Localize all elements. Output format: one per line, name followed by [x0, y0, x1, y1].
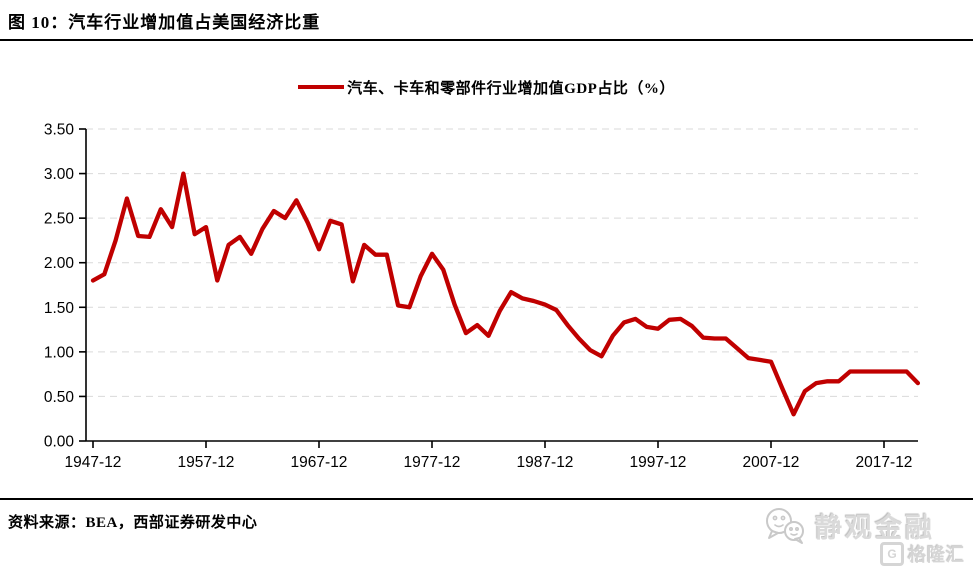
x-axis-tick-label: 1987-12	[517, 454, 574, 471]
y-axis-tick-label: 2.00	[44, 255, 75, 272]
y-axis-tick-label: 2.50	[44, 211, 75, 228]
wechat-bubbles-icon	[766, 507, 804, 544]
y-axis-tick-label: 0.50	[44, 389, 75, 406]
x-axis-tick-label: 1957-12	[178, 454, 235, 471]
platform-watermark: G 格隆汇	[880, 541, 965, 567]
y-axis-tick-label: 3.50	[44, 122, 75, 139]
x-axis-tick-label: 2007-12	[743, 454, 800, 471]
brand-watermark: 静观金融	[763, 506, 935, 545]
source-note: 资料来源：BEA，西部证券研发中心	[8, 515, 258, 531]
x-axis-tick-label: 1997-12	[630, 454, 687, 471]
data-series-line	[90, 171, 921, 417]
figure-title: 图 10：汽车行业增加值占美国经济比重	[8, 13, 321, 32]
platform-watermark-text: 格隆汇	[908, 545, 965, 565]
x-axis-tick-label: 2017-12	[856, 454, 913, 471]
footer-divider	[0, 498, 973, 500]
y-axis-tick-label: 1.50	[44, 300, 75, 317]
y-axis-tick-label: 1.00	[44, 344, 75, 361]
x-axis-tick-label: 1977-12	[404, 454, 461, 471]
x-axis-tick-label: 1967-12	[291, 454, 348, 471]
x-axis-tick-label: 1947-12	[65, 454, 122, 471]
title-divider	[0, 39, 973, 41]
chart-legend: 汽车、卡车和零部件行业增加值GDP占比（%）	[0, 74, 973, 100]
legend-line-swatch	[298, 85, 345, 89]
y-axis-tick-label: 3.00	[44, 166, 75, 183]
legend-label: 汽车、卡车和零部件行业增加值GDP占比（%）	[347, 80, 675, 97]
y-axis-tick-label: 0.00	[44, 434, 75, 451]
gelonghui-logo-icon: G	[880, 542, 904, 566]
brand-watermark-text: 静观金融	[815, 513, 935, 543]
